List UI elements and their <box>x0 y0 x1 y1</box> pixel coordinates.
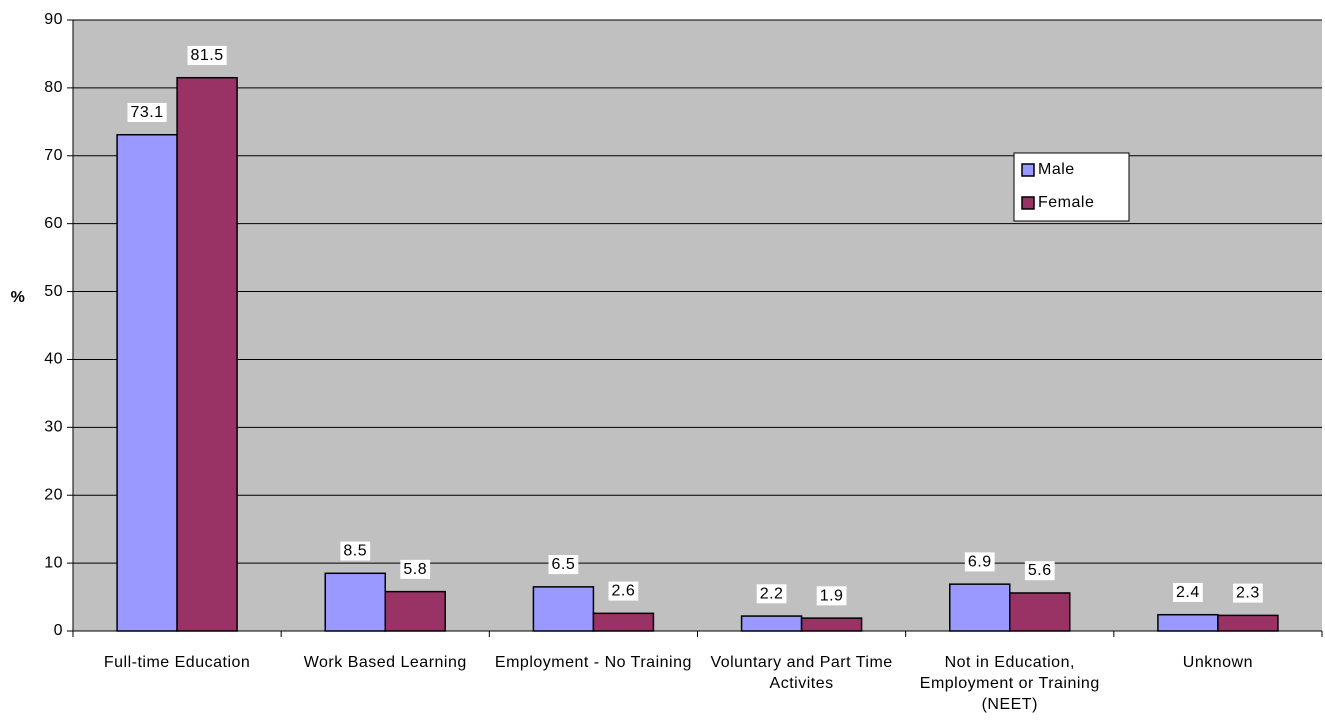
data-label-bg <box>340 541 371 561</box>
y-tick-label: 0 <box>54 622 63 639</box>
bar <box>740 615 803 632</box>
data-label-text: 6.5 <box>552 556 576 573</box>
data-label-text: 6.9 <box>968 553 992 570</box>
y-tick-label: 30 <box>44 419 63 436</box>
x-tick-label: Employment - No Training <box>494 654 692 671</box>
data-label: 2.4 <box>1173 582 1203 602</box>
data-label-bg <box>548 555 579 575</box>
y-tick-label: 90 <box>44 11 63 28</box>
data-label: 5.6 <box>1024 561 1055 581</box>
y-tick-label: 20 <box>44 486 63 503</box>
data-label-bg <box>187 45 227 65</box>
x-tick-label: Not in Education, Employment or Training… <box>919 654 1100 713</box>
x-tick-label: Full-time Education <box>103 654 251 671</box>
data-label: 73.1 <box>127 102 167 122</box>
data-label: 6.5 <box>548 555 579 575</box>
data-label-bg <box>608 581 639 601</box>
data-label-bg <box>1233 583 1263 603</box>
x-tick-label: Unknown <box>1182 654 1253 671</box>
y-tick-label: 40 <box>44 351 63 368</box>
data-label: 8.5 <box>340 541 371 561</box>
bar <box>384 590 446 632</box>
x-tick-label: Work Based Learning <box>303 654 467 671</box>
data-label-bg <box>964 552 995 572</box>
x-tick-label: Voluntary and Part Time Activites <box>710 654 893 692</box>
bar <box>1157 613 1219 632</box>
bar <box>949 583 1011 632</box>
data-label: 2.6 <box>608 581 639 601</box>
data-label-text: 1.9 <box>820 587 844 604</box>
bar <box>176 76 238 632</box>
legend-label: Male <box>1038 161 1075 178</box>
bar <box>1217 614 1279 632</box>
data-label-text: 2.2 <box>760 585 784 602</box>
data-label: 1.9 <box>816 586 847 606</box>
data-label: 2.3 <box>1233 583 1263 603</box>
data-label: 2.2 <box>756 584 787 604</box>
legend-swatch <box>1021 163 1035 177</box>
bar <box>116 133 178 632</box>
data-label-text: 8.5 <box>343 543 367 560</box>
data-label-bg <box>127 102 167 122</box>
bar <box>592 612 655 632</box>
data-label-text: 73.1 <box>131 104 164 121</box>
data-label-text: 5.6 <box>1028 562 1052 579</box>
y-tick-label: 60 <box>44 215 63 232</box>
y-tick-label: 10 <box>44 554 63 571</box>
data-label-bg <box>1024 561 1055 581</box>
bar <box>532 586 595 632</box>
data-label: 81.5 <box>187 45 227 65</box>
y-tick-label: 70 <box>44 147 63 164</box>
data-label-bg <box>400 559 431 579</box>
data-label-bg <box>1173 582 1203 602</box>
bar <box>324 572 386 632</box>
data-label: 5.8 <box>400 559 431 579</box>
y-tick-label: 50 <box>44 283 63 300</box>
y-tick-label: 80 <box>44 79 63 96</box>
data-label-text: 5.8 <box>403 561 427 578</box>
data-label: 6.9 <box>964 552 995 572</box>
data-label-bg <box>816 586 847 606</box>
legend-swatch <box>1021 196 1035 210</box>
bar <box>800 617 863 632</box>
data-label-bg <box>756 584 787 604</box>
bar <box>1009 592 1071 632</box>
legend-label: Female <box>1038 194 1094 211</box>
y-axis-label: % <box>11 289 26 306</box>
plot-area <box>73 20 1322 631</box>
data-label-text: 2.6 <box>612 583 636 600</box>
data-label-text: 2.4 <box>1176 584 1200 601</box>
data-label-text: 81.5 <box>191 47 224 64</box>
data-label-text: 2.3 <box>1236 585 1260 602</box>
